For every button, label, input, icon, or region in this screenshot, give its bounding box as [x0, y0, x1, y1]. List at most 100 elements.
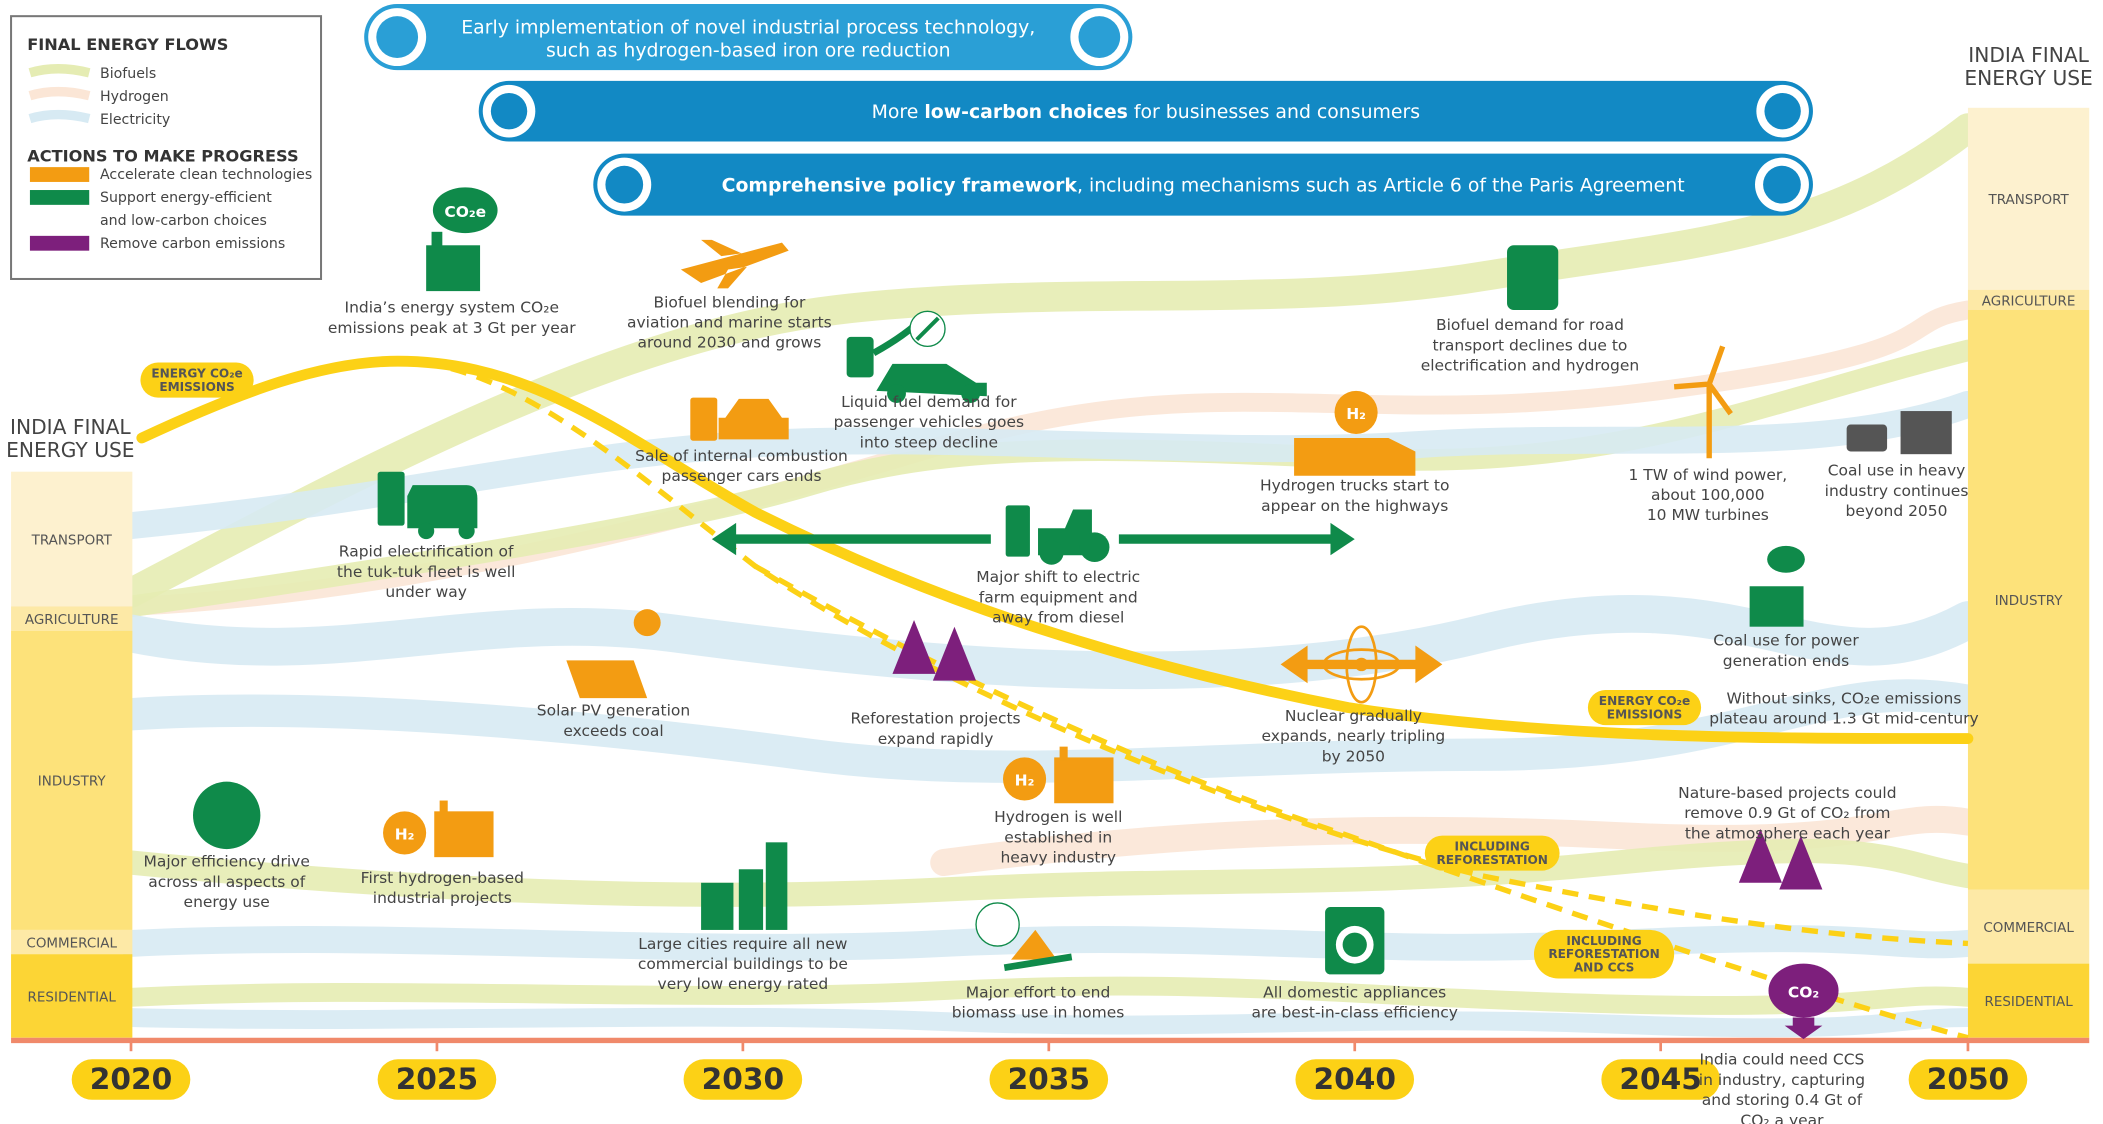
text-line: beyond 2050 [1846, 502, 1948, 520]
icon [1060, 747, 1068, 760]
text-line: Large cities require all new [638, 935, 848, 953]
text-line: Support energy-efficient [100, 190, 272, 206]
text-line: INCLUDING [1566, 934, 1641, 948]
legend-title: FINAL ENERGY FLOWS [27, 35, 228, 54]
legend-label: Hydrogen [100, 89, 169, 105]
energy-flow [131, 939, 1968, 948]
icon-label: H₂ [1346, 405, 1366, 423]
text-line: Solar PV generation [537, 702, 690, 720]
banner-text: Comprehensive policy framework, includin… [722, 174, 1685, 196]
icon [440, 801, 448, 814]
sector-label: TRANSPORT [31, 532, 113, 548]
banner-text-part: for businesses and consumers [1128, 101, 1420, 123]
text-line: Hydrogen is well [994, 808, 1122, 826]
icon [766, 842, 788, 930]
text-line: passenger vehicles goes [834, 413, 1024, 431]
banner-icon-inner [1763, 166, 1801, 204]
banner-text: Early implementation of novel industrial… [461, 17, 1035, 62]
text-line: under way [385, 583, 467, 601]
text-line: EMISSIONS [159, 380, 234, 394]
icon [193, 782, 260, 849]
text-line: ENERGY USE [1964, 66, 2092, 90]
legend-swatch [30, 167, 89, 182]
text-line: around 2030 and grows [637, 334, 821, 352]
annotation: Nature-based projects couldremove 0.9 Gt… [1678, 784, 1896, 842]
text-line: away from diesel [992, 609, 1124, 627]
text-line: India could need CCS [1700, 1051, 1865, 1069]
text-line: into steep decline [860, 433, 998, 451]
text-line: established in [1004, 828, 1112, 846]
text-line: passenger cars ends [662, 467, 822, 485]
text-line: All domestic appliances [1263, 983, 1446, 1001]
icon [1901, 411, 1952, 454]
icon [1294, 438, 1415, 476]
sector-label: INDUSTRY [1995, 593, 2064, 609]
icon [1080, 532, 1110, 562]
banner-text-part: low-carbon choices [924, 101, 1128, 123]
text-line: Reforestation projects [851, 710, 1021, 728]
icon [1039, 540, 1063, 564]
text-line: Nuclear gradually [1285, 707, 1422, 725]
text-line: generation ends [1723, 652, 1849, 670]
icon [874, 326, 914, 353]
icon [701, 883, 733, 930]
text-line: appear on the highways [1261, 497, 1448, 515]
sector-label: COMMERCIAL [26, 935, 117, 951]
text-line: biomass use in homes [952, 1004, 1125, 1022]
text-line: Liquid fuel demand for [841, 393, 1017, 411]
legend-label: Accelerate clean technologies [100, 167, 312, 183]
year-label: 2045 [1619, 1061, 1701, 1096]
text-line: energy use [184, 893, 270, 911]
sector-label: RESIDENTIAL [28, 989, 117, 1005]
text-line: expands, nearly tripling [1262, 727, 1446, 745]
text-line: Major efficiency drive [144, 853, 310, 871]
annotation: Reforestation projectsexpand rapidly [851, 710, 1021, 748]
text-line: industry continues [1825, 482, 1969, 500]
infographic: FINAL ENERGY FLOWS ACTIONS TO MAKE PROGR… [0, 0, 2103, 1124]
text-line: AND CCS [1574, 961, 1635, 975]
text-line: farm equipment and [979, 588, 1138, 606]
icon [1054, 757, 1113, 803]
text-line: Remove carbon emissions [100, 236, 285, 252]
icon [719, 399, 789, 439]
icon-label: H₂ [395, 826, 415, 844]
page: India final energy use pathway {"legend"… [0, 0, 2103, 1124]
icon [1847, 425, 1887, 452]
text-line: exceeds coal [563, 722, 663, 740]
text-line: aviation and marine starts [627, 313, 832, 331]
text-line: REFORESTATION [1548, 947, 1659, 961]
icon [739, 869, 763, 930]
text-line: in industry, capturing [1699, 1071, 1865, 1089]
text-line: and low-carbon choices [100, 213, 267, 229]
text-line: emissions peak at 3 Gt per year [328, 319, 576, 337]
legend-swatch [30, 115, 89, 119]
text-line: 10 MW turbines [1647, 506, 1769, 524]
icon [1355, 658, 1368, 671]
text-line: across all aspects of [148, 873, 306, 891]
badge-text: ENERGY CO₂eEMISSIONS [1599, 694, 1690, 721]
annotation: Biofuel blending foraviation and marine … [627, 293, 832, 351]
annotation: Hydrogen is well established in heavy indu… [994, 808, 1122, 866]
icon-label: CO₂e [444, 203, 486, 221]
annotation: Sale of internal combustionpassenger car… [635, 447, 848, 485]
legend-swatch [30, 190, 89, 205]
annotation: Coal use in heavyindustry continuesbeyon… [1825, 462, 1969, 520]
text-line: Accelerate clean technologies [100, 167, 312, 183]
sector-label: AGRICULTURE [25, 612, 119, 628]
text-line: REFORESTATION [1436, 853, 1547, 867]
icon [1507, 245, 1558, 310]
text-line: heavy industry [1000, 849, 1116, 867]
icon [434, 811, 493, 857]
sector-label: AGRICULTURE [1982, 293, 2076, 309]
text-line: about 100,000 [1651, 486, 1765, 504]
annotation: Liquid fuel demand for passenger vehicles… [834, 393, 1024, 451]
year-label: 2050 [1927, 1061, 2009, 1096]
annotation: India could need CCS in industry, capturi… [1699, 1051, 1865, 1124]
text-line: are best-in-class efficiency [1252, 1004, 1458, 1022]
year-label: 2020 [90, 1061, 172, 1096]
body: FINAL ENERGY FLOWS ACTIONS TO MAKE PROGR… [0, 0, 2103, 1124]
